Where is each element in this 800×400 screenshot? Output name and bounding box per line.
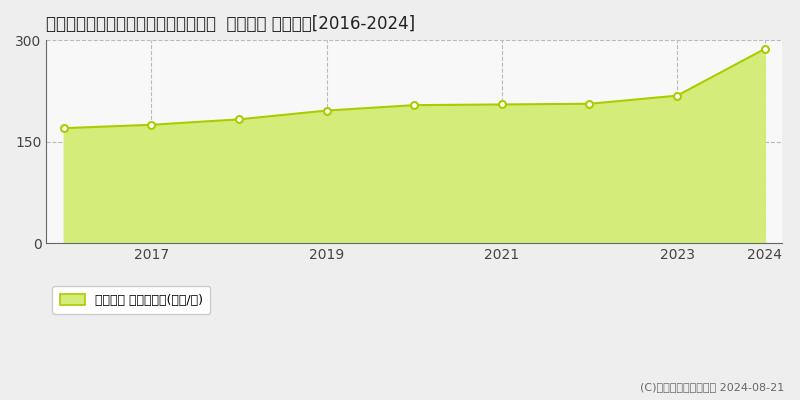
Text: 東京都目黒区大岡山１丁目８６番１８  地価公示 地価推移[2016-2024]: 東京都目黒区大岡山１丁目８６番１８ 地価公示 地価推移[2016-2024] xyxy=(46,15,415,33)
Text: (C)土地価格ドットコム 2024-08-21: (C)土地価格ドットコム 2024-08-21 xyxy=(640,382,784,392)
Legend: 地価公示 平均坪単価(万円/坪): 地価公示 平均坪単価(万円/坪) xyxy=(53,286,210,314)
